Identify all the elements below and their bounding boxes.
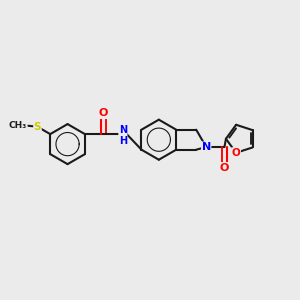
Text: CH₃: CH₃ (9, 121, 27, 130)
Text: S: S (34, 122, 41, 132)
Text: O: O (98, 109, 108, 118)
Text: N
H: N H (119, 125, 127, 146)
Text: N: N (202, 142, 211, 152)
Text: O: O (220, 163, 229, 172)
Text: O: O (232, 148, 241, 158)
